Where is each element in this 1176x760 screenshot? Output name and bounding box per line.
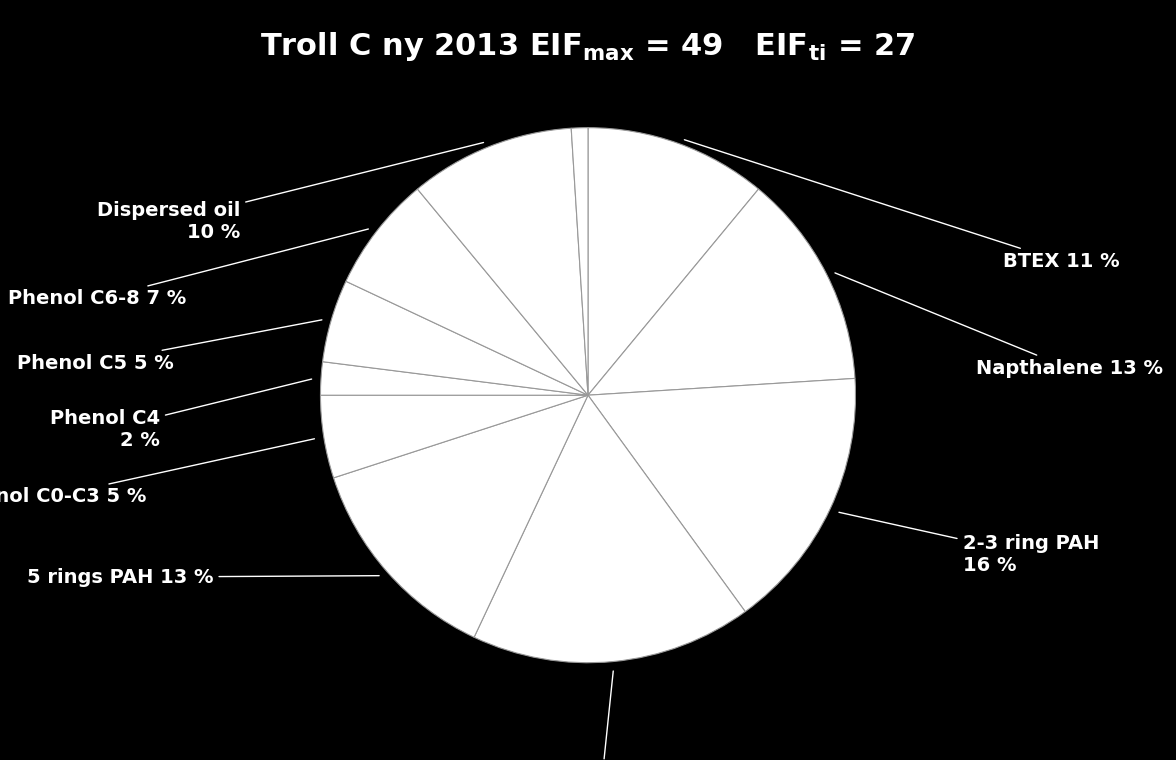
Wedge shape [474, 395, 746, 663]
Wedge shape [588, 189, 855, 395]
Wedge shape [334, 395, 588, 637]
Wedge shape [321, 362, 588, 395]
Wedge shape [321, 395, 588, 478]
Text: Dispersed oil
10 %: Dispersed oil 10 % [96, 143, 483, 242]
Wedge shape [572, 128, 588, 395]
Text: 2-3 ring PAH
16 %: 2-3 ring PAH 16 % [838, 512, 1098, 575]
Wedge shape [417, 128, 588, 395]
Text: Napthalene 13 %: Napthalene 13 % [835, 273, 1163, 378]
Text: Phenol C5 5 %: Phenol C5 5 % [16, 320, 322, 372]
Wedge shape [588, 378, 855, 612]
Text: Phenol C4
2 %: Phenol C4 2 % [49, 379, 312, 451]
Text: 4 rings PAH
17 %: 4 rings PAH 17 % [539, 671, 664, 760]
Wedge shape [322, 281, 588, 395]
Wedge shape [346, 189, 588, 395]
Text: Phenol C6-8 7 %: Phenol C6-8 7 % [8, 229, 368, 309]
Text: BTEX 11 %: BTEX 11 % [684, 140, 1120, 271]
Text: 5 rings PAH 13 %: 5 rings PAH 13 % [27, 568, 379, 587]
Wedge shape [588, 128, 759, 395]
Text: Troll C ny 2013 EIF$_{\mathbf{max}}$ = 49   EIF$_{\mathbf{ti}}$ = 27: Troll C ny 2013 EIF$_{\mathbf{max}}$ = 4… [260, 30, 916, 63]
Text: Phenol C0-C3 5 %: Phenol C0-C3 5 % [0, 439, 314, 506]
